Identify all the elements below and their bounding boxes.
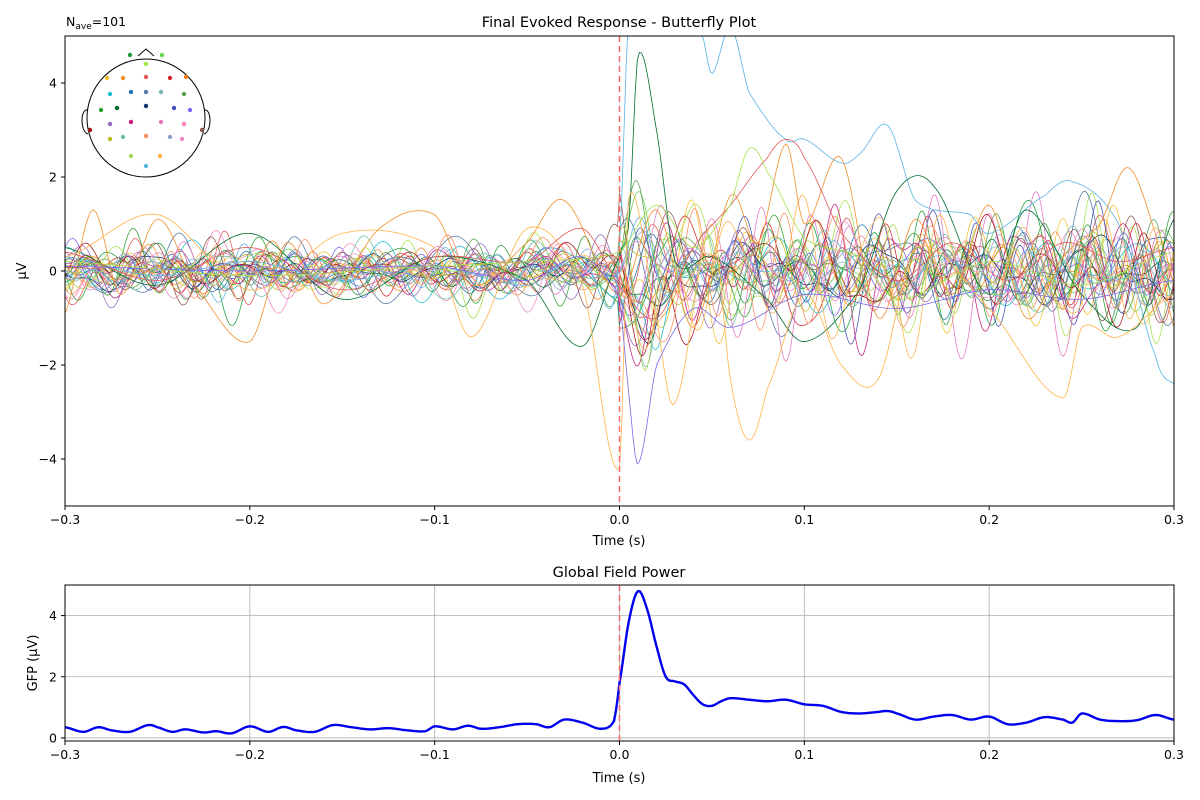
gfp-trace — [65, 589, 1174, 735]
sensor-dot — [120, 75, 126, 81]
sensor-dot — [128, 119, 134, 125]
sensor-dot — [127, 52, 133, 58]
sensor-dot — [143, 61, 149, 67]
sensor-dot — [157, 153, 163, 159]
sensor-dot — [107, 136, 113, 142]
sensor-dot — [181, 121, 187, 127]
sensor-dot — [104, 75, 110, 81]
x-tick-label: 0.2 — [979, 747, 999, 762]
gfp-title: Global Field Power — [553, 565, 686, 581]
x-tick-label: 0.0 — [610, 512, 630, 527]
channel-trace — [65, 224, 1174, 372]
butterfly-x-ticks: −0.3 −0.2 −0.1 0.0 0.1 0.2 0.3 — [50, 506, 1184, 527]
gfp-panel: −0.3 −0.2 −0.1 0.0 0.1 0.2 0.3 0 2 4 Global Fiel… — [26, 565, 1184, 786]
channel-trace — [65, 230, 1174, 309]
sensor-dot — [187, 107, 193, 113]
butterfly-y-ticks: −4 −2 0 2 4 — [39, 76, 65, 467]
sensor-dot — [183, 74, 189, 80]
sensor-dot — [143, 74, 149, 80]
gfp-y-ticks: 0 2 4 — [49, 608, 65, 745]
sensor-dot — [98, 107, 104, 113]
y-tick-label: 0 — [49, 264, 57, 279]
channel-trace — [65, 179, 1174, 321]
sensor-dot — [158, 89, 164, 95]
x-tick-label: −0.3 — [50, 512, 80, 527]
channel-trace-highlight — [65, 138, 1174, 320]
sensor-dot — [143, 89, 149, 95]
x-tick-label: 0.2 — [979, 512, 999, 527]
butterfly-title: Final Evoked Response - Butterfly Plot — [482, 15, 757, 31]
channel-trace-highlight — [65, 147, 1174, 300]
sensor-dot — [120, 134, 126, 140]
x-tick-label: −0.2 — [235, 512, 265, 527]
sensor-dot — [181, 91, 187, 97]
x-tick-label: 0.1 — [794, 512, 814, 527]
x-tick-label: −0.1 — [419, 512, 449, 527]
sensor-dot — [87, 127, 93, 133]
sensor-dot — [128, 89, 134, 95]
channel-trace — [65, 208, 1174, 343]
sensor-dot — [143, 133, 149, 139]
sensor-dot — [167, 75, 173, 81]
y-tick-label: 4 — [49, 608, 57, 623]
sensor-dot — [199, 127, 205, 133]
gfp-ylabel: GFP (µV) — [26, 635, 41, 692]
sensor-dot — [114, 105, 120, 111]
gfp-line — [65, 589, 1174, 735]
sensor-dot — [158, 119, 164, 125]
y-tick-label: 4 — [49, 76, 57, 91]
n-ave-label: Nave=101 — [66, 14, 126, 32]
butterfly-panel: −0.3 −0.2 −0.1 0.0 0.1 0.2 0.3 −4 −2 0 2 4 Final E… — [15, 14, 1184, 549]
sensor-dot — [143, 163, 149, 169]
sensor-dot — [171, 105, 177, 111]
sensor-dots — [87, 52, 205, 169]
sensor-dot — [107, 91, 113, 97]
y-tick-label: 0 — [49, 730, 57, 745]
gfp-x-ticks: −0.3 −0.2 −0.1 0.0 0.1 0.2 0.3 — [50, 741, 1184, 762]
gfp-xlabel: Time (s) — [592, 771, 646, 786]
channel-trace — [65, 194, 1174, 359]
channel-trace — [65, 192, 1174, 324]
sensor-dot — [107, 121, 113, 127]
x-tick-label: 0.1 — [794, 747, 814, 762]
channel-trace-highlight — [65, 143, 1174, 343]
sensor-dot — [159, 52, 165, 58]
y-tick-label: 2 — [49, 170, 57, 185]
butterfly-xlabel: Time (s) — [592, 534, 646, 549]
sensor-dot — [167, 134, 173, 140]
sensor-dot — [128, 153, 134, 159]
sensor-dot — [179, 136, 185, 142]
y-tick-label: −2 — [39, 358, 57, 373]
x-tick-label: 0.3 — [1164, 512, 1184, 527]
x-tick-label: 0.3 — [1164, 747, 1184, 762]
x-tick-label: 0.0 — [610, 747, 630, 762]
y-tick-label: 2 — [49, 669, 57, 684]
y-tick-label: −4 — [39, 452, 57, 467]
sensor-dot — [143, 103, 149, 109]
x-tick-label: −0.2 — [235, 747, 265, 762]
sensor-layout-icon — [81, 48, 211, 178]
butterfly-ylabel: µV — [15, 262, 30, 279]
x-tick-label: −0.1 — [419, 747, 449, 762]
channel-trace — [65, 204, 1174, 367]
x-tick-label: −0.3 — [50, 747, 80, 762]
channel-trace — [65, 200, 1174, 345]
